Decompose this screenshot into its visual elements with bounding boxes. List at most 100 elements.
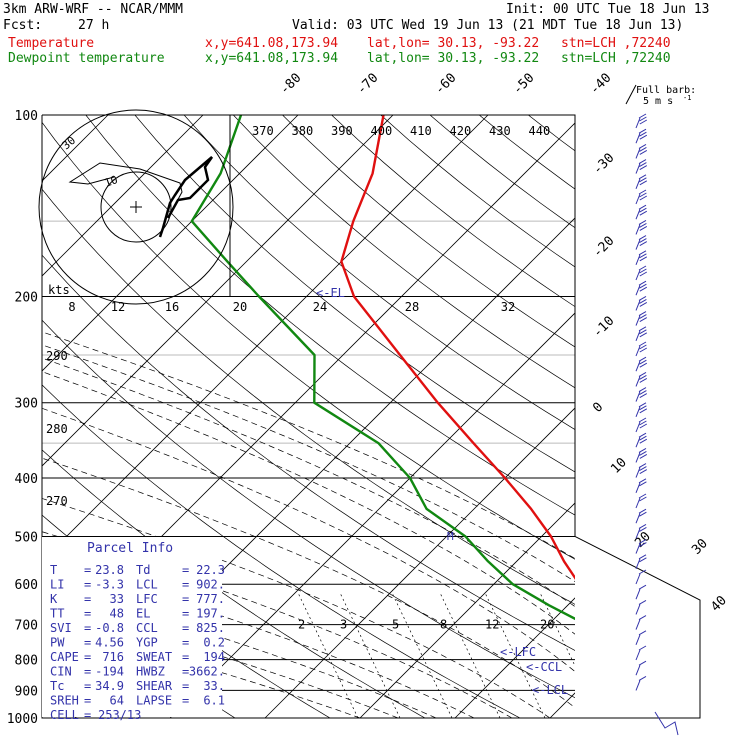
wind-barb-staff bbox=[635, 254, 641, 265]
wind-barb-flag bbox=[638, 113, 647, 119]
parcel-param-eq: = bbox=[182, 679, 189, 693]
mixing-ratio-line bbox=[439, 592, 501, 718]
parcel-param-eq: = bbox=[182, 650, 189, 664]
wind-barb-flag bbox=[638, 189, 647, 195]
wind-barb-flag bbox=[638, 569, 647, 575]
moist-adiabat bbox=[42, 344, 575, 582]
wind-barb-staff bbox=[635, 315, 641, 326]
moist-adiabat-label: 410 bbox=[410, 124, 432, 138]
pressure-label: 200 bbox=[15, 291, 38, 306]
grid-lines bbox=[42, 115, 740, 718]
isotherm-label: -30 bbox=[590, 151, 617, 178]
wind-barb-staff bbox=[635, 361, 641, 372]
wind-barb-flag bbox=[638, 341, 647, 347]
parcel-info-panel bbox=[42, 537, 222, 717]
parcel-param-eq: = bbox=[84, 679, 91, 693]
wind-barb-flag bbox=[639, 438, 648, 444]
init-time: Init: 00 UTC Tue 18 Jun 13 bbox=[506, 2, 710, 17]
wind-barb-flag bbox=[639, 146, 647, 152]
parcel-param-label: LFC bbox=[136, 592, 158, 606]
dry-adiabat bbox=[578, 115, 740, 718]
parcel-param-value: -3.3 bbox=[95, 578, 124, 592]
wind-barb-flag bbox=[639, 481, 647, 487]
isotherm-line bbox=[264, 407, 575, 718]
wind-barb-flag bbox=[639, 408, 648, 414]
pressure-label: 400 bbox=[15, 472, 38, 487]
dry-adiabat bbox=[42, 254, 575, 651]
dry-adiabat-label: 290 bbox=[46, 349, 68, 363]
pressure-label: 1000 bbox=[7, 712, 38, 727]
wind-barb-flag bbox=[639, 256, 648, 262]
dry-adiabat-label: 280 bbox=[46, 422, 68, 436]
plot-frame-left bbox=[41, 115, 575, 719]
parcel-param-label: CAPE bbox=[50, 650, 79, 664]
wind-barb-flag bbox=[639, 225, 648, 231]
pressure-label: 300 bbox=[15, 397, 38, 412]
dry-adiabat bbox=[478, 115, 575, 190]
parcel-param-label: EL bbox=[136, 607, 150, 621]
isotherm-line bbox=[645, 115, 740, 718]
wind-barb-staff bbox=[635, 482, 641, 493]
wind-barb-flag bbox=[638, 432, 647, 438]
dry-adiabat bbox=[725, 115, 740, 718]
dry-adiabat bbox=[627, 115, 740, 718]
dry-adiabat bbox=[42, 188, 575, 605]
pressure-label: 900 bbox=[15, 684, 38, 699]
isotherm-line bbox=[42, 115, 489, 562]
barb-legend-title: Full barb: bbox=[636, 85, 696, 96]
wind-barb-flag bbox=[639, 557, 647, 563]
wind-barb-flag bbox=[638, 371, 647, 377]
parcel-param-label: LCL bbox=[136, 578, 158, 592]
wind-barb-staff bbox=[635, 163, 641, 174]
wind-barb-flag bbox=[638, 554, 647, 560]
parcel-param-eq: = bbox=[182, 621, 189, 635]
pressure-label: 100 bbox=[15, 109, 38, 124]
wind-barb-flag bbox=[639, 450, 647, 456]
parcel-param-eq: = bbox=[84, 607, 91, 621]
dry-adiabat bbox=[233, 115, 575, 389]
wind-barb-flag bbox=[638, 615, 647, 621]
parcel-param-label: LAPSE bbox=[136, 694, 172, 708]
wind-barb-flag bbox=[639, 393, 648, 399]
wind-barb-flag bbox=[639, 466, 647, 472]
mixing-ratio-line bbox=[391, 592, 453, 718]
wind-barb-flag bbox=[639, 222, 647, 228]
wind-barb-flag bbox=[639, 180, 648, 186]
wind-barb-flag bbox=[638, 584, 647, 590]
wind-barb-staff bbox=[635, 345, 641, 357]
parcel-param-label: SHEAR bbox=[136, 679, 173, 693]
moist-adiabat-label: 370 bbox=[252, 124, 274, 138]
wind-barb-flag bbox=[639, 268, 647, 274]
dry-adiabat bbox=[183, 115, 575, 430]
wind-barb-flag bbox=[639, 511, 647, 517]
parcel-param-value: -194 bbox=[95, 665, 124, 679]
wind-barb-flag bbox=[639, 253, 647, 259]
wind-barb-flag bbox=[639, 526, 647, 532]
wind-barb-staff bbox=[635, 117, 641, 129]
wind-barb-flag bbox=[639, 453, 648, 459]
isotherm-label: -20 bbox=[590, 234, 617, 261]
parcel-param-label: TT bbox=[50, 607, 64, 621]
forecast-label: Fcst: bbox=[3, 18, 43, 33]
dewpoint-legend: Dewpoint temperature bbox=[8, 51, 165, 66]
parcel-param-value: 6.1 bbox=[203, 694, 225, 708]
wind-barb-flag bbox=[639, 286, 648, 292]
hodograph-units: kts bbox=[48, 283, 70, 297]
moist-adiabat-label: 420 bbox=[450, 124, 472, 138]
wind-barb-flag bbox=[639, 332, 648, 338]
dewpoint-xy: x,y=641.08,173.94 bbox=[205, 51, 339, 66]
moist-adiabat-label: 390 bbox=[331, 124, 353, 138]
wind-barb-flag bbox=[638, 311, 647, 317]
wind-barb-staff bbox=[635, 148, 641, 159]
wind-barb-flag bbox=[638, 128, 647, 134]
parcel-param-eq: = bbox=[84, 665, 91, 679]
parcel-param-eq: = bbox=[182, 578, 189, 592]
parcel-param-label: PW bbox=[50, 636, 65, 650]
wind-barb-flag bbox=[639, 116, 647, 122]
parcel-param-value: 23.8 bbox=[95, 563, 124, 577]
parcel-param-label: SVI bbox=[50, 621, 72, 635]
isotherm-label: -60 bbox=[432, 71, 459, 98]
parcel-param-label: T bbox=[50, 563, 57, 577]
wind-barb-flag bbox=[638, 250, 647, 256]
